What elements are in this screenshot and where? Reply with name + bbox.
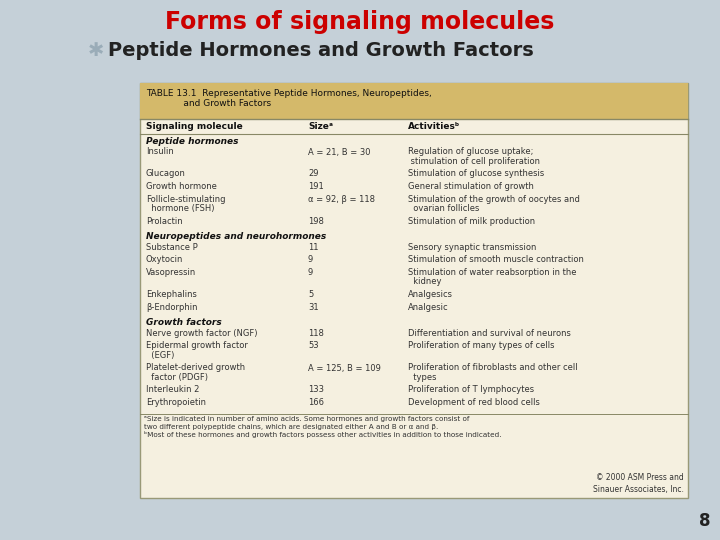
- Text: ᵃSize is indicated in number of amino acids. Some hormones and growth factors co: ᵃSize is indicated in number of amino ac…: [144, 416, 469, 422]
- Text: General stimulation of growth: General stimulation of growth: [408, 182, 534, 191]
- Text: α = 92, β = 118: α = 92, β = 118: [308, 194, 375, 204]
- Text: (EGF): (EGF): [146, 351, 174, 360]
- Text: Oxytocin: Oxytocin: [146, 255, 184, 265]
- Text: Nerve growth factor (NGF): Nerve growth factor (NGF): [146, 329, 258, 338]
- Text: 9: 9: [308, 255, 313, 265]
- Text: Substance P: Substance P: [146, 243, 198, 252]
- Text: 31: 31: [308, 302, 319, 312]
- Text: hormone (FSH): hormone (FSH): [146, 204, 215, 213]
- Text: 9: 9: [308, 268, 313, 277]
- Text: 198: 198: [308, 217, 324, 226]
- Text: TABLE 13.1  Representative Peptide Hormones, Neuropeptides,: TABLE 13.1 Representative Peptide Hormon…: [146, 89, 432, 98]
- Text: Prolactin: Prolactin: [146, 217, 183, 226]
- Text: Peptide Hormones and Growth Factors: Peptide Hormones and Growth Factors: [108, 40, 534, 59]
- FancyBboxPatch shape: [140, 83, 688, 498]
- Text: 53: 53: [308, 341, 319, 350]
- Text: Stimulation of the growth of oocytes and: Stimulation of the growth of oocytes and: [408, 194, 580, 204]
- Text: two different polypeptide chains, which are designated either A and B or α and β: two different polypeptide chains, which …: [144, 424, 438, 430]
- Text: and Growth Factors: and Growth Factors: [146, 98, 271, 107]
- Text: 11: 11: [308, 243, 318, 252]
- Text: Epidermal growth factor: Epidermal growth factor: [146, 341, 248, 350]
- Text: factor (PDGF): factor (PDGF): [146, 373, 208, 382]
- Text: A = 125, B = 109: A = 125, B = 109: [308, 363, 381, 373]
- Text: β-Endorphin: β-Endorphin: [146, 302, 197, 312]
- Text: ovarian follicles: ovarian follicles: [408, 204, 480, 213]
- Text: 29: 29: [308, 170, 318, 179]
- Text: Stimulation of milk production: Stimulation of milk production: [408, 217, 535, 226]
- Text: Peptide hormones: Peptide hormones: [146, 137, 238, 145]
- Text: Stimulation of smooth muscle contraction: Stimulation of smooth muscle contraction: [408, 255, 584, 265]
- Text: 8: 8: [698, 512, 710, 530]
- Text: 166: 166: [308, 398, 324, 407]
- Text: ✱: ✱: [88, 40, 104, 59]
- Text: Analgesics: Analgesics: [408, 290, 453, 299]
- Text: ᵇMost of these hormones and growth factors possess other activities in addition : ᵇMost of these hormones and growth facto…: [144, 431, 502, 438]
- Text: kidney: kidney: [408, 278, 441, 287]
- Text: Sensory synaptic transmission: Sensory synaptic transmission: [408, 243, 536, 252]
- Text: Neuropeptides and neurohormones: Neuropeptides and neurohormones: [146, 232, 326, 241]
- Text: Proliferation of fibroblasts and other cell: Proliferation of fibroblasts and other c…: [408, 363, 577, 373]
- Text: © 2000 ASM Press and
Sinauer Associates, Inc.: © 2000 ASM Press and Sinauer Associates,…: [593, 473, 684, 494]
- Text: Stimulation of water reabsorption in the: Stimulation of water reabsorption in the: [408, 268, 577, 277]
- Text: stimulation of cell proliferation: stimulation of cell proliferation: [408, 157, 540, 166]
- FancyBboxPatch shape: [140, 83, 688, 119]
- Text: Vasopressin: Vasopressin: [146, 268, 197, 277]
- Text: 118: 118: [308, 329, 324, 338]
- Text: Erythropoietin: Erythropoietin: [146, 398, 206, 407]
- Text: Development of red blood cells: Development of red blood cells: [408, 398, 540, 407]
- Text: Signaling molecule: Signaling molecule: [146, 122, 243, 131]
- Text: Enkephalins: Enkephalins: [146, 290, 197, 299]
- Text: Activitiesᵇ: Activitiesᵇ: [408, 122, 460, 131]
- Text: 133: 133: [308, 386, 324, 395]
- Text: Analgesic: Analgesic: [408, 302, 449, 312]
- Text: Forms of signaling molecules: Forms of signaling molecules: [166, 10, 554, 34]
- Text: types: types: [408, 373, 436, 382]
- Text: Platelet-derived growth: Platelet-derived growth: [146, 363, 245, 373]
- Text: 191: 191: [308, 182, 324, 191]
- Text: Growth factors: Growth factors: [146, 318, 222, 327]
- Text: A = 21, B = 30: A = 21, B = 30: [308, 147, 371, 157]
- Text: Interleukin 2: Interleukin 2: [146, 386, 199, 395]
- Text: Sizeᵃ: Sizeᵃ: [308, 122, 333, 131]
- Text: Differentiation and survival of neurons: Differentiation and survival of neurons: [408, 329, 571, 338]
- Text: Insulin: Insulin: [146, 147, 174, 157]
- Text: Proliferation of T lymphocytes: Proliferation of T lymphocytes: [408, 386, 534, 395]
- Text: Proliferation of many types of cells: Proliferation of many types of cells: [408, 341, 554, 350]
- Text: Growth hormone: Growth hormone: [146, 182, 217, 191]
- Text: Follicle-stimulating: Follicle-stimulating: [146, 194, 225, 204]
- Text: Glucagon: Glucagon: [146, 170, 186, 179]
- Text: 5: 5: [308, 290, 313, 299]
- Text: Stimulation of glucose synthesis: Stimulation of glucose synthesis: [408, 170, 544, 179]
- Text: Regulation of glucose uptake;: Regulation of glucose uptake;: [408, 147, 534, 157]
